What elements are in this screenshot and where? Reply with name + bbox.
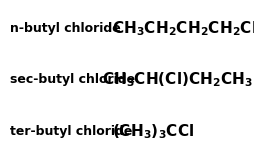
Text: $\mathbf{CH_3CH_2CH_2CH_2Cl}$: $\mathbf{CH_3CH_2CH_2CH_2Cl}$: [112, 19, 254, 38]
Text: n-butyl chloride: n-butyl chloride: [10, 22, 120, 35]
Text: $\mathbf{CH_3CH(Cl)CH_2CH_3}$: $\mathbf{CH_3CH(Cl)CH_2CH_3}$: [102, 70, 252, 89]
Text: sec-butyl chloride: sec-butyl chloride: [10, 73, 135, 86]
Text: ter-butyl chloride: ter-butyl chloride: [10, 125, 132, 138]
Text: $\mathbf{(CH_3)_3CCl}$: $\mathbf{(CH_3)_3CCl}$: [112, 123, 194, 141]
